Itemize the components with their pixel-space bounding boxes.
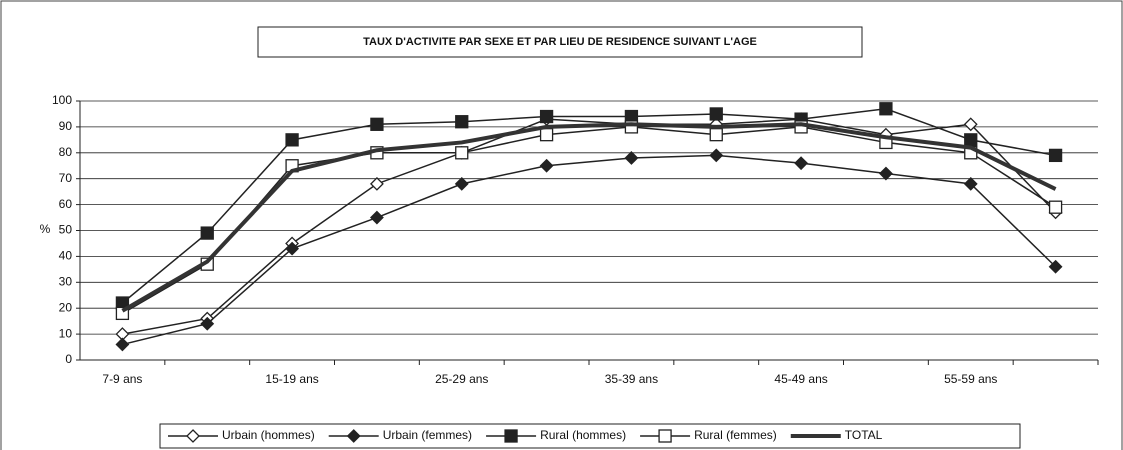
y-tick-label: 70 [59,171,73,185]
marker [709,128,723,142]
chart-title: TAUX D'ACTIVITE PAR SEXE ET PAR LIEU DE … [363,36,757,48]
marker [794,156,809,171]
marker [346,429,361,443]
marker [1048,259,1063,274]
marker [963,176,978,191]
y-tick-label: 80 [59,145,73,159]
marker [624,151,639,165]
marker [455,146,469,160]
marker [115,337,130,352]
marker [879,102,893,116]
marker [539,109,554,124]
x-tick-label: 7-9 ans [102,372,142,386]
y-tick-label: 100 [52,93,72,107]
marker [200,226,214,240]
legend-label: Rural (femmes) [694,428,777,442]
legend-label: Urbain (hommes) [222,428,315,442]
marker [186,429,200,443]
y-axis-label: % [40,222,51,236]
marker [369,176,384,191]
y-tick-label: 20 [59,300,73,314]
legend-label: TOTAL [845,428,883,442]
title-box [257,26,863,58]
legend-label: Rural (hommes) [540,428,626,442]
series-line [122,118,1057,335]
y-tick-label: 30 [59,274,73,288]
marker [200,316,215,331]
x-tick-label: 35-39 ans [605,372,658,386]
series-line [122,154,1057,346]
series-line [122,126,1056,315]
x-tick-label: 15-19 ans [265,372,318,386]
marker [454,176,469,191]
series-line [121,122,1057,313]
x-tick-label: 45-49 ans [774,372,827,386]
marker [1048,148,1063,163]
marker [370,117,384,131]
marker [455,115,469,129]
marker [539,128,554,142]
marker [709,107,723,121]
marker [504,429,518,443]
y-tick-label: 60 [59,197,73,211]
legend-label: Urbain (femmes) [383,428,472,442]
marker [285,133,299,147]
y-tick-label: 90 [59,119,73,133]
marker [878,166,893,181]
y-tick-label: 40 [59,249,73,263]
marker [964,133,978,147]
marker [1048,200,1063,214]
series-line [121,108,1056,304]
marker [963,117,978,132]
x-tick-label: 55-59 ans [944,372,997,386]
marker [369,210,384,225]
marker [285,241,300,256]
y-tick-label: 50 [59,223,73,237]
marker [539,158,554,173]
y-tick-label: 10 [59,326,73,340]
legend-box [159,423,1021,449]
marker [658,429,672,443]
x-tick-label: 25-29 ans [435,372,488,386]
y-tick-label: 0 [65,352,72,366]
marker [709,148,724,163]
